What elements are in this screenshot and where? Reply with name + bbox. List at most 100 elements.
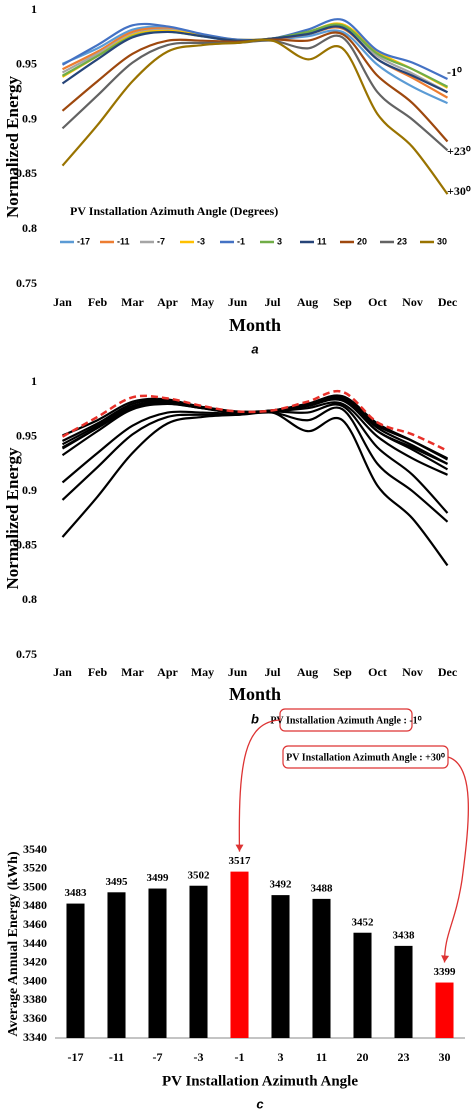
x-tick-label: 20: [357, 1050, 369, 1064]
value-label: 3399: [434, 966, 457, 978]
x-tick-label: Jun: [228, 295, 248, 309]
series-line: [61, 389, 449, 452]
y-tick-label: 0.95: [16, 428, 37, 442]
x-tick-label: Mar: [121, 295, 144, 309]
value-label: 3438: [393, 929, 416, 941]
series-line: [61, 406, 449, 523]
value-label: 3495: [106, 876, 129, 888]
line-label: +30⁰: [447, 184, 471, 198]
bar: [66, 903, 85, 1038]
value-label: 3488: [311, 882, 334, 894]
series-line: [61, 34, 449, 152]
series-line: [61, 31, 449, 143]
y-tick-label: 0.8: [22, 592, 37, 606]
series-line: [61, 18, 448, 81]
x-tick-label: Aug: [297, 665, 318, 679]
bar: [312, 898, 331, 1038]
y-axis-title: Normalized Energy: [3, 75, 22, 218]
x-tick-label: 11: [316, 1050, 327, 1064]
y-tick-label: 3540: [23, 842, 47, 856]
y-tick-label: 1: [31, 2, 37, 16]
y-tick-label: 0.85: [16, 538, 37, 552]
series-line: [61, 410, 449, 567]
y-tick-label: 3520: [23, 861, 47, 875]
value-label: 3499: [147, 872, 170, 884]
y-tick-label: 3420: [23, 955, 47, 969]
x-tick-label: 30: [439, 1050, 451, 1064]
bar: [148, 888, 167, 1038]
x-tick-label: Nov: [402, 665, 423, 679]
y-tick-label: 3400: [23, 973, 47, 987]
caption: b: [251, 711, 259, 726]
x-tick-label: Aug: [297, 295, 318, 309]
x-axis-title: Month: [229, 684, 281, 704]
y-tick-label: 1: [31, 374, 37, 388]
y-tick-label: 3460: [23, 917, 47, 931]
x-tick-label: Jul: [264, 665, 281, 679]
annotation-arrow: [443, 756, 469, 963]
x-tick-label: Oct: [368, 665, 387, 679]
legend-label: 30: [437, 236, 447, 246]
legend-label: 20: [357, 236, 367, 246]
x-tick-label: May: [191, 295, 214, 309]
x-tick-label: -11: [109, 1050, 124, 1064]
legend-label: -17: [77, 236, 90, 246]
x-tick-label: -17: [68, 1050, 84, 1064]
legend-label: -7: [157, 236, 165, 246]
x-tick-label: 23: [398, 1050, 410, 1064]
y-tick-label: 3440: [23, 936, 47, 950]
y-tick-label: 3380: [23, 992, 47, 1006]
y-tick-label: 0.95: [16, 57, 37, 71]
line-label: -1⁰: [447, 65, 462, 79]
series-line: [61, 38, 449, 195]
x-tick-label: Sep: [333, 295, 352, 309]
y-axis-title: Normalized Energy: [3, 447, 22, 590]
x-axis-title: Month: [229, 315, 281, 335]
x-tick-label: Jul: [264, 295, 281, 309]
y-axis-title: Average Annual Energy (kWh): [6, 851, 21, 1037]
x-tick-label: Jan: [53, 665, 72, 679]
legend-label: 11: [317, 236, 327, 246]
caption: c: [256, 1096, 264, 1111]
bar: [230, 871, 249, 1038]
y-tick-label: 3360: [23, 1011, 47, 1025]
x-tick-label: Feb: [88, 665, 108, 679]
annotation: PV Installation Azimuth Angle : +30⁰: [286, 752, 445, 763]
x-axis-title: PV Installation Azimuth Angle: [162, 1073, 358, 1089]
annotation: PV Installation Azimuth Angle : -1⁰: [270, 715, 421, 726]
x-tick-label: Feb: [88, 295, 108, 309]
value-label: 3452: [352, 916, 375, 928]
y-tick-label: 0.75: [16, 276, 37, 290]
annotation-arrow: [238, 719, 281, 852]
x-tick-label: May: [191, 665, 214, 679]
annotation-arrow-head: [441, 955, 450, 963]
x-tick-label: Apr: [157, 295, 178, 309]
legend-label: 3: [277, 236, 282, 246]
series-line: [61, 403, 449, 514]
legend-label: -1: [237, 236, 245, 246]
bar: [189, 885, 208, 1038]
x-tick-label: Jun: [228, 665, 248, 679]
y-tick-label: 3500: [23, 879, 47, 893]
y-tick-label: 0.8: [22, 221, 37, 235]
x-tick-label: Mar: [121, 665, 144, 679]
bar: [394, 945, 413, 1038]
y-tick-label: 3340: [23, 1030, 47, 1044]
caption: a: [251, 341, 258, 356]
value-label: 3483: [65, 887, 88, 899]
annotation-arrow-head: [235, 844, 244, 852]
y-tick-label: 0.85: [16, 166, 37, 180]
x-tick-label: Nov: [402, 295, 423, 309]
x-tick-label: 3: [278, 1050, 284, 1064]
value-label: 3517: [229, 855, 252, 867]
y-tick-label: 3480: [23, 898, 47, 912]
line-label: +23⁰: [447, 144, 471, 158]
bar: [353, 932, 372, 1038]
x-tick-label: -1: [235, 1050, 245, 1064]
y-tick-label: 0.9: [22, 483, 37, 497]
x-tick-label: Dec: [438, 295, 458, 309]
x-tick-label: Sep: [333, 665, 352, 679]
bar: [435, 982, 454, 1038]
y-tick-label: 0.9: [22, 111, 37, 125]
y-tick-label: 0.75: [16, 647, 37, 661]
